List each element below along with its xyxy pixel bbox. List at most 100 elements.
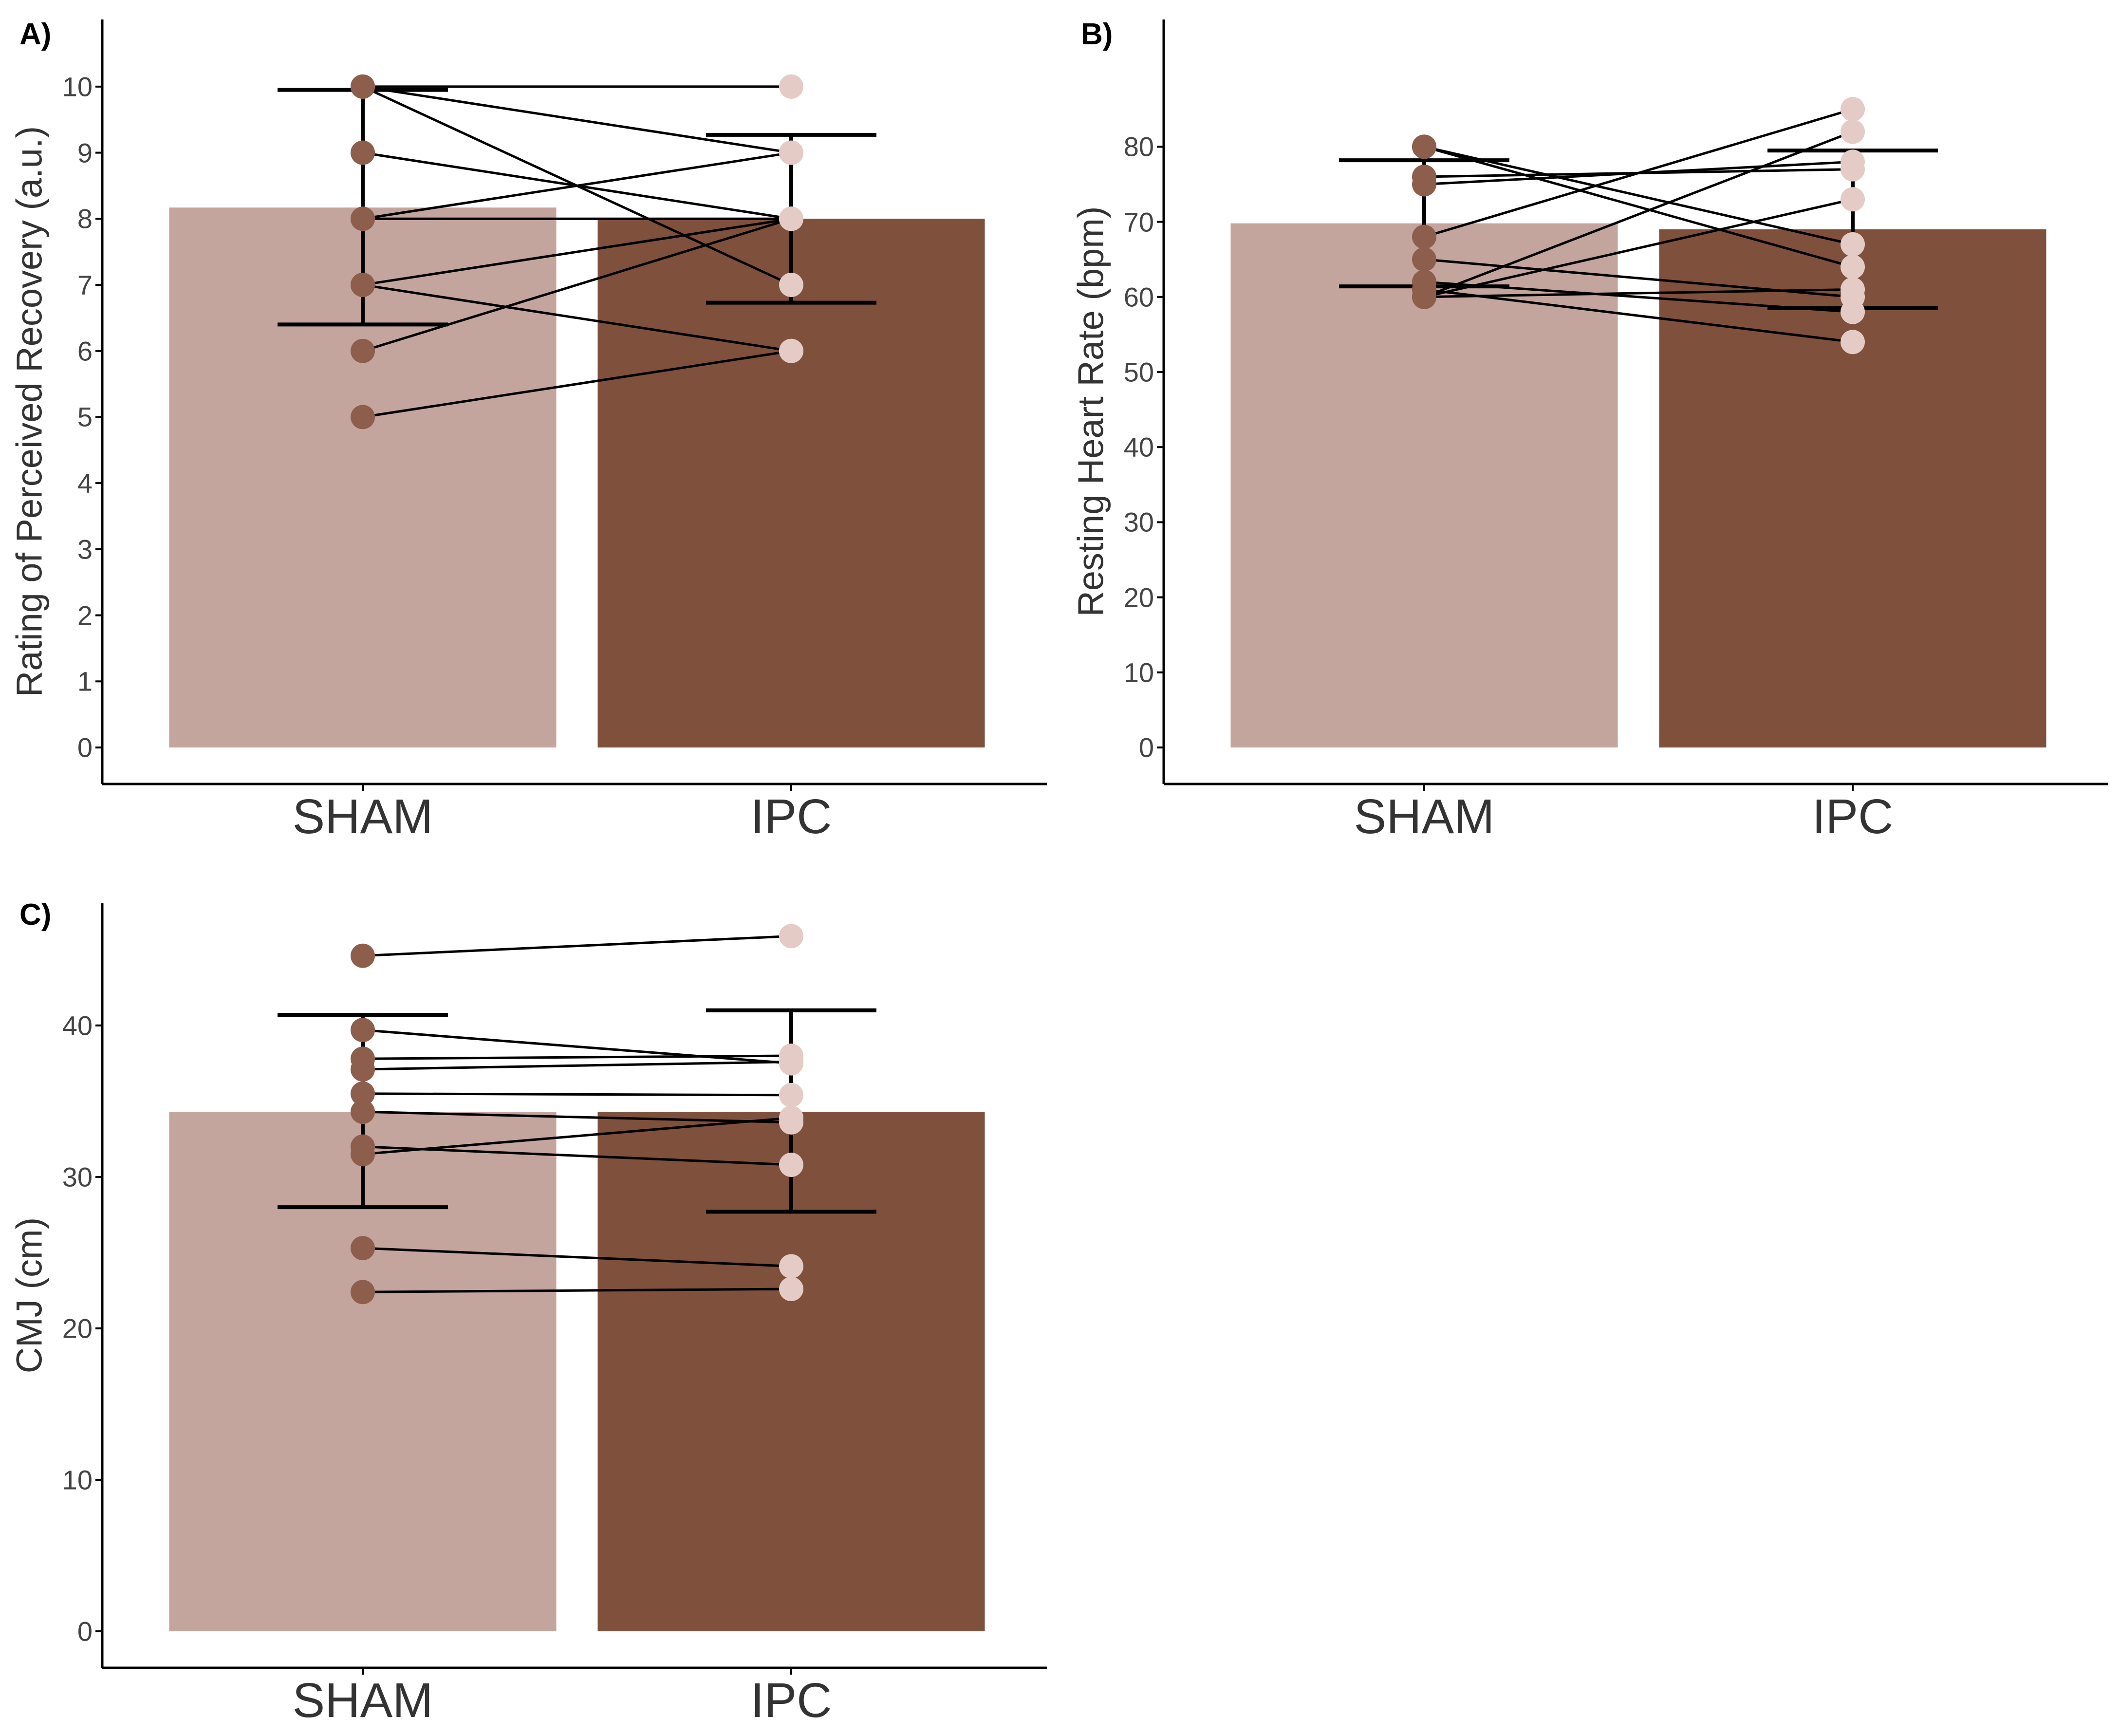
panel-a-point-sham — [351, 206, 375, 231]
panel-c-point-sham — [351, 1236, 375, 1261]
panel-c-pair-line — [362, 1288, 792, 1293]
panel-c-point-ipc — [779, 1105, 803, 1130]
panel-c-pair-line — [362, 1092, 792, 1097]
panel-a-point-ipc — [779, 206, 803, 231]
panel-a-point-ipc — [779, 140, 803, 165]
panel-a-ytick-label: 7 — [77, 269, 93, 300]
panel-a-ytick-label: 10 — [62, 71, 93, 102]
panel-b-ytick-label: 0 — [1138, 732, 1154, 763]
panel-c-pair-line — [362, 1028, 792, 1065]
panel-c-pair-line — [362, 1060, 792, 1071]
panel-c-point-sham — [351, 1018, 375, 1043]
panel-c-pair-line — [362, 1247, 792, 1268]
panel-b-pair-line — [1424, 108, 1853, 238]
panel-b-pair-line — [1424, 145, 1853, 246]
panel-a-point-sham — [351, 338, 375, 363]
panel-b-point-sham — [1412, 134, 1436, 159]
panel-b-ylabel: Resting Heart Rate (bpm) — [1070, 206, 1111, 617]
panel-b-ytick-label: 80 — [1123, 131, 1154, 162]
panel-c-ylabel: CMJ (cm) — [9, 1217, 50, 1374]
panel-a-pair-line — [362, 85, 792, 154]
panel-a-xtick-ipc: IPC — [750, 789, 832, 844]
panel-a-ytick-label: 1 — [77, 666, 93, 697]
panel-a-letter: A) — [19, 18, 52, 51]
panel-b-xtick-ipc: IPC — [1812, 789, 1894, 844]
panel-c-ytick-label: 40 — [62, 1010, 93, 1041]
panel-b-pair-line — [1424, 288, 1853, 343]
panel-b-pair-line — [1424, 288, 1853, 299]
panel-b-ytick-label: 50 — [1123, 356, 1154, 388]
panel-a-ytick-label: 4 — [77, 467, 93, 499]
panel-a-pair-line — [362, 350, 792, 418]
panel-b-point-ipc — [1841, 299, 1865, 324]
panel-b-point-sham — [1412, 284, 1436, 309]
panel-c-pair-line — [362, 1110, 792, 1124]
panel-a-ytick-label: 3 — [77, 534, 93, 565]
panel-b-point-ipc — [1841, 187, 1865, 212]
panel-a-ylabel: Rating of Perceived Recovery (a.u.) — [9, 126, 50, 697]
panel-c-ytick-label: 20 — [62, 1313, 93, 1344]
panel-a-pair-line — [362, 283, 792, 353]
panel-c-xtick-ipc: IPC — [750, 1673, 832, 1728]
panel-c-ytick-label: 10 — [62, 1464, 93, 1495]
panel-a-point-sham — [351, 74, 375, 99]
panel-a-ytick-label: 9 — [77, 137, 93, 168]
panel-a-ytick-label: 8 — [77, 203, 93, 234]
panel-c-point-sham — [351, 1142, 375, 1167]
panel-b-bar-sham — [1230, 223, 1618, 747]
panel-b-point-ipc — [1841, 232, 1865, 257]
panel-b-letter: B) — [1081, 18, 1113, 51]
panel-b-ytick-label: 10 — [1123, 657, 1154, 688]
panel-a-xtick-sham: SHAM — [292, 789, 433, 844]
panel-c-ytick-label: 0 — [77, 1616, 93, 1647]
panel-c-point-ipc — [779, 1277, 803, 1302]
panel-c-point-ipc — [779, 1083, 803, 1107]
panel-b-point-sham — [1412, 172, 1436, 197]
panel-c-ytick-label: 30 — [62, 1161, 93, 1193]
panel-b-xtick-sham: SHAM — [1354, 789, 1495, 844]
panel-a-point-ipc — [779, 74, 803, 99]
panel-c-point-sham — [351, 943, 375, 968]
panel-b — [1157, 19, 2108, 791]
panel-c-letter: C) — [19, 898, 52, 932]
panel-c-xtick-sham: SHAM — [292, 1673, 433, 1728]
panel-c-point-sham — [351, 1081, 375, 1106]
panel-a-point-ipc — [779, 273, 803, 297]
panel-b-ytick-label: 20 — [1123, 582, 1154, 613]
panel-b-point-sham — [1412, 224, 1436, 249]
panel-b-pair-line — [1424, 145, 1853, 268]
panel-c-point-sham — [351, 1057, 375, 1082]
panel-c-point-ipc — [779, 1152, 803, 1177]
panel-a-bar-ipc — [597, 219, 985, 748]
panel-b-pair-line — [1424, 131, 1853, 299]
panel-c-point-sham — [351, 1280, 375, 1305]
panel-b-point-ipc — [1841, 119, 1865, 144]
panel-b-ytick-label: 70 — [1123, 206, 1154, 238]
panel-b-ytick-label: 40 — [1123, 431, 1154, 463]
panel-c-point-ipc — [779, 924, 803, 949]
panel-c-point-ipc — [779, 1049, 803, 1074]
panel-c-pair-line — [362, 1054, 792, 1060]
panel-b-point-sham — [1412, 247, 1436, 272]
panel-a-point-sham — [351, 405, 375, 429]
panel-a-pair-line — [362, 151, 792, 220]
panel-c — [95, 903, 1047, 1675]
panel-a-ytick-label: 6 — [77, 336, 93, 367]
panel-b-pair-line — [1424, 198, 1853, 299]
panel-a-ytick-label: 0 — [77, 732, 93, 763]
panel-b-ytick-label: 60 — [1123, 281, 1154, 313]
panel-a-ytick-label: 2 — [77, 600, 93, 631]
panel-b-point-ipc — [1841, 330, 1865, 355]
panel-b-point-ipc — [1841, 97, 1865, 122]
panel-a-pair-line — [362, 217, 792, 286]
panel-c-pair-line — [362, 934, 792, 957]
panel-a-point-sham — [351, 140, 375, 165]
panel-a-ytick-label: 5 — [77, 401, 93, 432]
panel-c-pair-line — [362, 1117, 792, 1156]
panel-c-point-ipc — [779, 1254, 803, 1279]
panel-b-point-ipc — [1841, 277, 1865, 302]
panel-b-ytick-label: 30 — [1123, 506, 1154, 538]
panel-b-point-ipc — [1841, 149, 1865, 174]
